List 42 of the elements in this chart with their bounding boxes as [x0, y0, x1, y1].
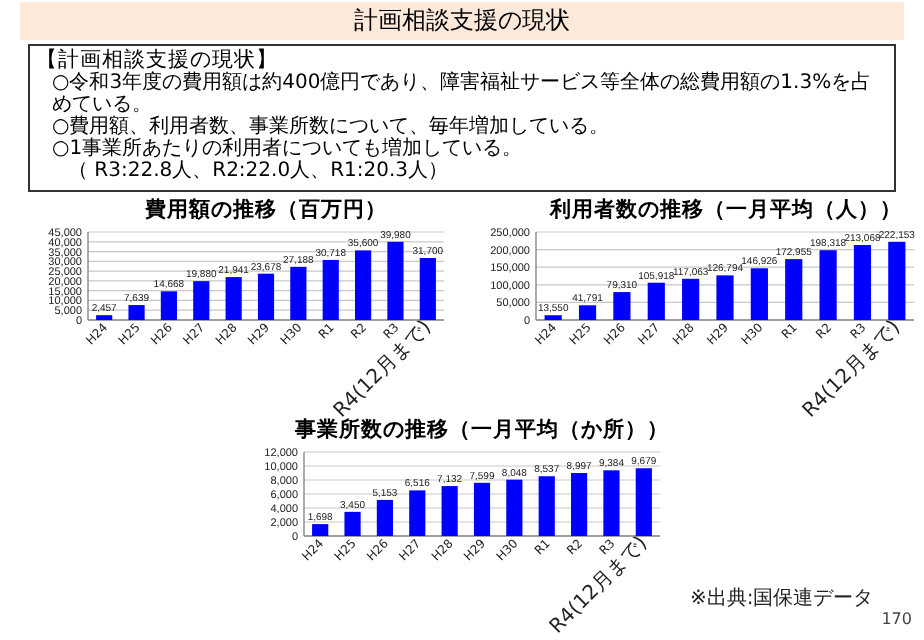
text: 計画相談支援の現状: [20, 2, 904, 40]
bar: [322, 259, 339, 320]
text: 170: [881, 610, 912, 628]
text: 【計画相談支援の現状】: [36, 48, 280, 72]
bar: [344, 511, 361, 536]
bar: [716, 275, 734, 320]
bar: [647, 282, 665, 320]
bar: [538, 476, 555, 536]
bar: [819, 250, 837, 320]
bar: [750, 268, 768, 320]
bar: [603, 470, 620, 536]
bar: [888, 241, 906, 320]
bar: [785, 259, 803, 320]
bar: [312, 524, 329, 536]
bar: [578, 305, 597, 320]
bar: [506, 479, 523, 536]
bar: [225, 277, 242, 320]
chart-title: 費用額の推移（百万円）: [143, 196, 387, 222]
chart-title: 事業所数の推移（一月平均（か所））: [293, 416, 669, 442]
bar: [257, 273, 275, 320]
text: ○費用額、利用者数、事業所数について、毎年増加している。: [50, 116, 612, 138]
bar: [571, 473, 588, 536]
text: （ R3:22.8人、R2:22.0人、R1:20.3人）: [66, 160, 451, 182]
bar: [682, 278, 700, 320]
bar: [290, 266, 307, 320]
bar: [613, 292, 631, 320]
bar: [635, 468, 652, 536]
text: ○1事業所あたりの利用者についても増加している。: [50, 138, 525, 160]
bar: [355, 250, 372, 320]
bar: [376, 499, 393, 536]
bar: [441, 486, 458, 536]
bar: [387, 241, 404, 320]
bar: [853, 245, 872, 320]
bar: [128, 305, 145, 320]
bar: [473, 482, 491, 536]
text: ※出典:国保連データ: [690, 586, 874, 610]
bar: [409, 490, 426, 536]
bar: [193, 281, 210, 320]
bar: [160, 291, 177, 320]
text: ○令和3年度の費用額は約400億円であり、障害福祉サービス等全体の総費用額の1.3%を占めている。: [50, 72, 874, 116]
bar: [419, 258, 436, 320]
chart-title: 利用者数の推移（一月平均（人））: [548, 196, 902, 222]
